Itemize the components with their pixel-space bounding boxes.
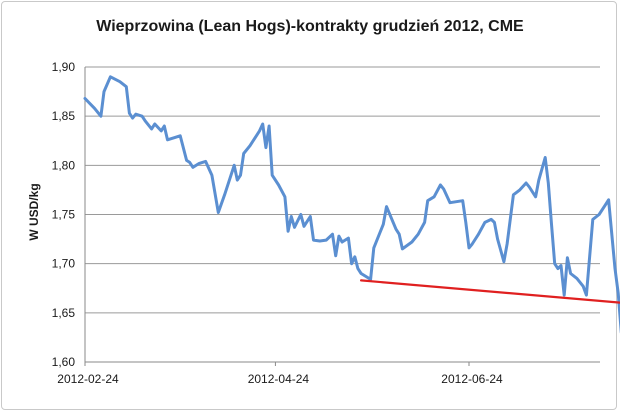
y-tick-label: 1,65	[52, 306, 76, 320]
price-line	[83, 75, 620, 334]
y-tick-label: 1,75	[52, 208, 76, 222]
chart-title: Wieprzowina (Lean Hogs)-kontrakty grudzi…	[96, 18, 524, 35]
trend-line	[360, 279, 620, 304]
y-tick-label: 1,60	[52, 355, 76, 369]
x-tick-label: 2012-02-24	[57, 372, 119, 386]
y-tick-labels: 1,60 1,65 1,70 1,75 1,80 1,85 1,90	[52, 60, 76, 369]
y-tick-label: 1,80	[52, 158, 76, 172]
y-tick-label: 1,90	[52, 60, 76, 74]
y-tick-label: 1,85	[52, 109, 76, 123]
gridlines	[84, 66, 600, 366]
x-tick-label: 2012-04-24	[248, 372, 310, 386]
x-tick-labels: 2012-02-24 2012-04-24 2012-06-24	[57, 372, 503, 386]
y-tick-label: 1,70	[52, 257, 76, 271]
x-tick-label: 2012-06-24	[441, 372, 503, 386]
series-lines	[83, 75, 620, 334]
